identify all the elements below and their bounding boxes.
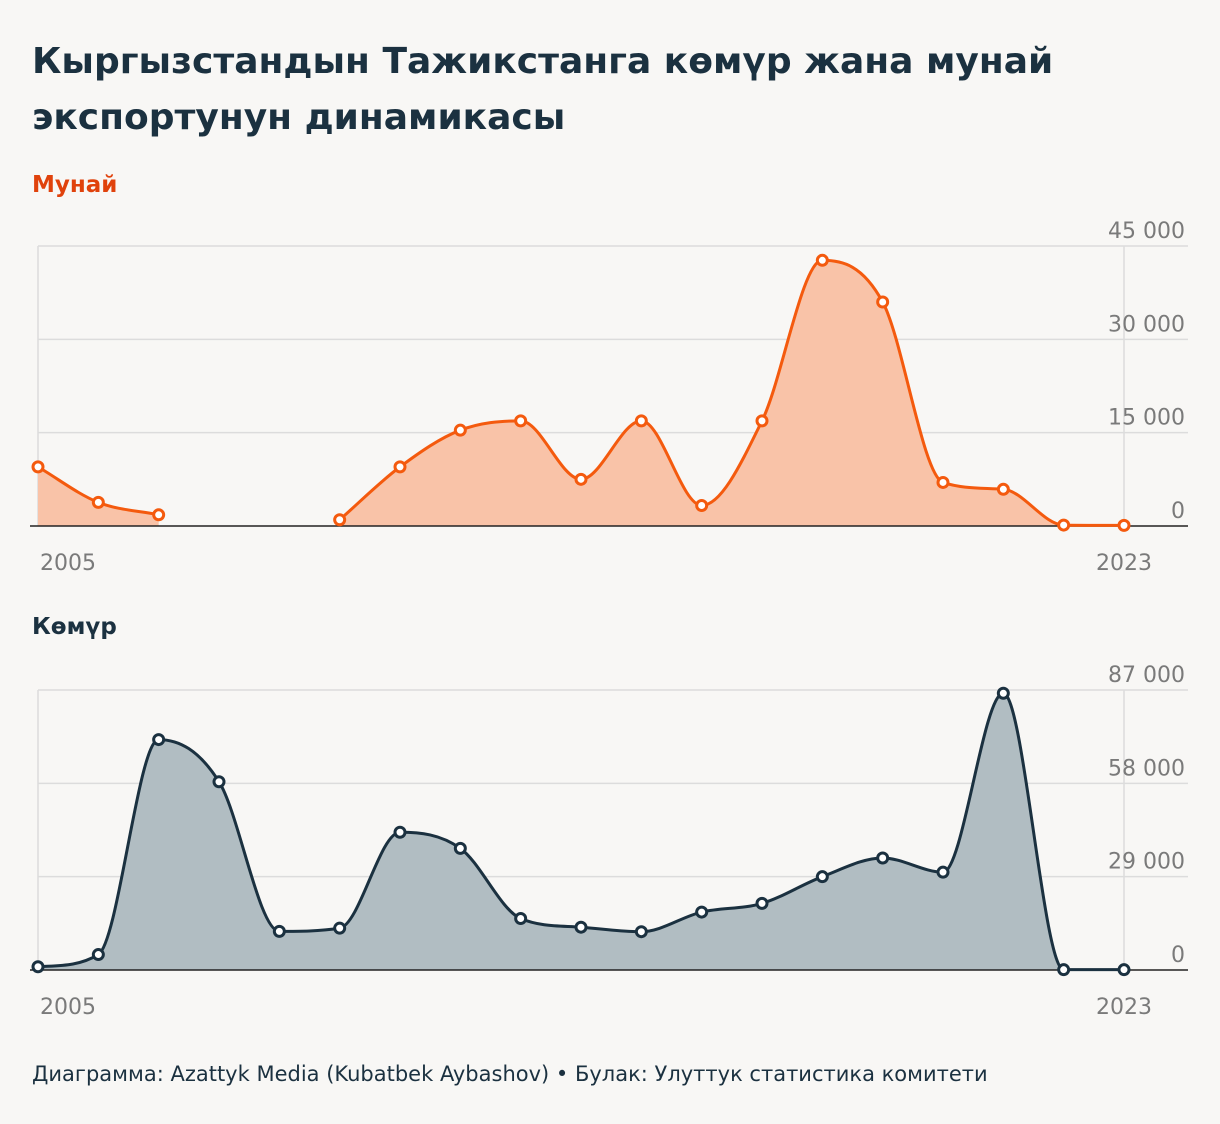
oil-point xyxy=(936,475,950,489)
coal-point xyxy=(212,775,226,789)
oil-point xyxy=(514,414,528,428)
oil-point xyxy=(393,460,407,474)
coal-ytick-label: 58 000 xyxy=(1108,756,1185,781)
oil-point xyxy=(31,460,45,474)
oil-point xyxy=(574,472,588,486)
oil-series-line xyxy=(338,258,1125,527)
coal-ytick-label: 87 000 xyxy=(1108,663,1185,688)
coal-point xyxy=(1057,963,1071,977)
coal-point xyxy=(634,925,648,939)
oil-point xyxy=(1117,518,1131,532)
oil-point xyxy=(755,414,769,428)
coal-point xyxy=(876,851,890,865)
oil-chart-label: Мунай xyxy=(32,172,118,198)
coal-point xyxy=(453,841,467,855)
oil-point xyxy=(634,414,648,428)
coal-point xyxy=(936,865,950,879)
coal-area-chart: 0 29 000 58 000 87 000 2005 2023 xyxy=(30,663,1188,1020)
oil-point xyxy=(333,513,347,527)
coal-point xyxy=(393,825,407,839)
coal-point xyxy=(695,905,709,919)
oil-point xyxy=(996,482,1010,496)
oil-xtick-label: 2005 xyxy=(40,551,96,576)
coal-area-fill xyxy=(38,693,1124,970)
coal-point xyxy=(815,870,829,884)
coal-point xyxy=(333,921,347,935)
oil-point xyxy=(91,495,105,509)
oil-point xyxy=(695,498,709,512)
oil-point xyxy=(815,253,829,267)
coal-xtick-label: 2023 xyxy=(1096,995,1152,1020)
oil-ytick-label: 45 000 xyxy=(1108,219,1185,244)
coal-point xyxy=(755,896,769,910)
coal-point xyxy=(574,920,588,934)
oil-point xyxy=(152,508,166,522)
coal-xtick-label: 2005 xyxy=(40,995,96,1020)
coal-point xyxy=(996,686,1010,700)
chart-title: Кыргызстандын Тажикстанга көмүр жана мун… xyxy=(32,41,1054,138)
coal-point xyxy=(1117,963,1131,977)
coal-point xyxy=(91,948,105,962)
coal-point xyxy=(31,960,45,974)
coal-point xyxy=(272,924,286,938)
oil-point xyxy=(1057,518,1071,532)
oil-ytick-label: 0 xyxy=(1171,499,1185,524)
oil-point xyxy=(876,295,890,309)
oil-area-chart: 0 15 000 30 000 45 000 2005 2023 xyxy=(30,219,1188,576)
oil-xtick-label: 2023 xyxy=(1096,551,1152,576)
coal-point xyxy=(514,912,528,926)
coal-ytick-label: 29 000 xyxy=(1108,850,1185,875)
oil-ytick-label: 30 000 xyxy=(1108,312,1185,337)
coal-chart-label: Көмүр xyxy=(32,614,117,640)
oil-ytick-label: 15 000 xyxy=(1108,406,1185,431)
source-note: Диаграмма: Azattyk Media (Kubatbek Aybas… xyxy=(32,1062,988,1086)
coal-ytick-label: 0 xyxy=(1171,943,1185,968)
oil-point xyxy=(453,423,467,437)
coal-point xyxy=(152,733,166,747)
